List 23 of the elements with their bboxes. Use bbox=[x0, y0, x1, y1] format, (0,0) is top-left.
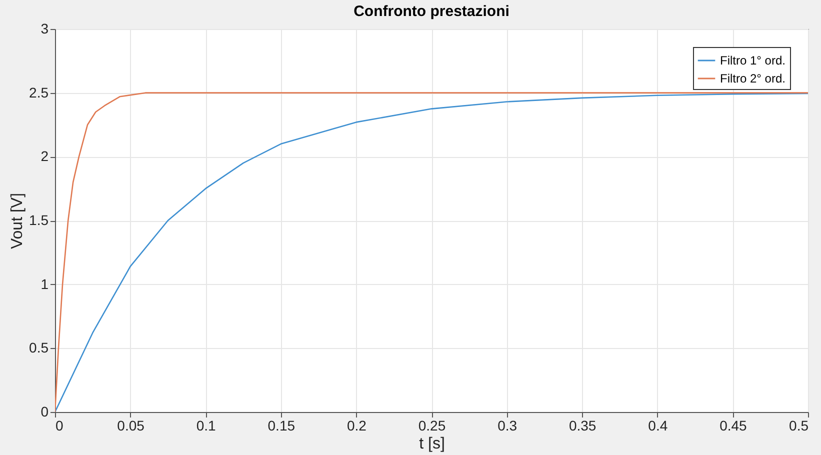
x-tick-label: 0.35 bbox=[568, 418, 596, 434]
x-tick-label: 0.15 bbox=[268, 418, 296, 434]
x-tick-label: 0.4 bbox=[648, 418, 668, 434]
x-tick-label: 0.45 bbox=[720, 418, 748, 434]
x-tick-label: 0 bbox=[56, 418, 64, 434]
x-tick-label: 0.1 bbox=[196, 418, 216, 434]
legend-label: Filtro 1° ord. bbox=[720, 54, 786, 68]
y-tick-label: 3 bbox=[40, 20, 49, 36]
y-tick-label: 2 bbox=[40, 148, 49, 164]
chart-title: Confronto prestazioni bbox=[354, 3, 510, 20]
y-tick-label: 0 bbox=[40, 404, 49, 420]
y-tick-label: 0.5 bbox=[29, 340, 49, 356]
y-tick-label: 2.5 bbox=[29, 84, 49, 100]
x-tick-label: 0.25 bbox=[418, 418, 446, 434]
x-tick-label: 0.3 bbox=[498, 418, 518, 434]
y-tick-label: 1.5 bbox=[29, 212, 49, 228]
x-tick-label: 0.2 bbox=[346, 418, 367, 434]
x-axis-title: t [s] bbox=[419, 436, 445, 452]
x-tick-label: 0.5 bbox=[789, 418, 809, 434]
x-tick-label: 0.05 bbox=[117, 418, 145, 434]
legend-label: Filtro 2° ord. bbox=[720, 72, 786, 86]
y-axis-title: Vout [V] bbox=[9, 192, 26, 250]
y-tick-label: 1 bbox=[40, 276, 49, 292]
